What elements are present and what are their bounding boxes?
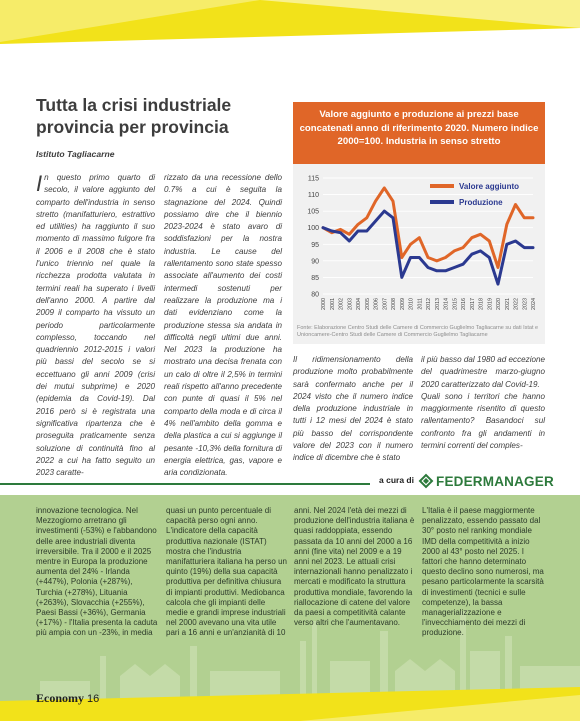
- x-tick-label: 2022: [514, 298, 520, 310]
- chart-title: Valore aggiunto e produzione ai prezzi b…: [293, 102, 545, 164]
- footer-brand: Economy: [36, 691, 84, 705]
- legend-label: Produzione: [459, 198, 503, 207]
- federmanager-logo: FEDERMANAGER: [418, 472, 554, 490]
- line-chart: 80 85 90 95 100 105 110 115 2000 2001 2002 2003 2004…: [293, 164, 545, 324]
- x-tick-label: 2015: [452, 298, 458, 310]
- x-tick-label: 2013: [435, 298, 441, 310]
- sidebar-column-1: innovazione tecnologica. Nel Mezzogiorno…: [36, 506, 158, 638]
- x-tick-label: 2011: [417, 298, 423, 310]
- y-tick-label: 115: [308, 176, 319, 183]
- sidebar-column-2: quasi un punto percentuale di capacità p…: [166, 506, 287, 638]
- sidebar-panel: innovazione tecnologica. Nel Mezzogiorno…: [0, 495, 580, 721]
- drop-cap: I: [36, 171, 43, 196]
- y-tick-label: 80: [311, 292, 319, 299]
- y-tick-label: 90: [311, 258, 319, 265]
- y-tick-label: 95: [311, 242, 319, 249]
- chart-source: Fonte: Elaborazione Centro Studi delle C…: [293, 324, 545, 344]
- sidebar-column-4: L'Italia è il paese maggiormente penaliz…: [422, 506, 544, 638]
- page-number: 16: [87, 693, 100, 705]
- article-author: Istituto Tagliacarne: [36, 149, 115, 159]
- column-4-paragraph-1: il più basso dal 1980 ad eccezione del q…: [421, 355, 545, 389]
- x-tick-label: 2024: [531, 298, 537, 310]
- top-decorative-band: [0, 0, 580, 52]
- article-column-4: il più basso dal 1980 ad eccezione del q…: [421, 354, 545, 452]
- credit-label: a cura di: [379, 475, 414, 485]
- article-column-2: rizzato da una recessione dello 0.7% a c…: [164, 173, 282, 478]
- x-tick-label: 2020: [496, 298, 502, 310]
- article-title: Tutta la crisi industriale provincia per…: [36, 95, 232, 137]
- chart-canvas: 80 85 90 95 100 105 110 115 2000 2001 2002 2003 2004…: [307, 176, 537, 311]
- x-tick-label: 2005: [365, 298, 371, 310]
- x-tick-label: 2006: [374, 298, 380, 310]
- legend-label: Valore aggiunto: [459, 182, 519, 191]
- x-tick-label: 2001: [330, 298, 336, 310]
- series-line-valore-aggiunto: [321, 186, 535, 269]
- x-tick-label: 2017: [470, 298, 476, 310]
- federmanager-emblem-icon: [418, 473, 434, 489]
- series-line-produzione: [321, 209, 535, 286]
- x-tick-label: 2000: [321, 298, 327, 310]
- sidebar-column-3: anni. Nel 2024 l'età dei mezzi di produz…: [294, 506, 415, 628]
- column-1-text: n questo primo quarto di secolo, il valo…: [36, 173, 155, 478]
- section-divider: [0, 483, 370, 485]
- logo-text: FEDERMANAGER: [436, 473, 554, 489]
- y-tick-label: 110: [308, 192, 319, 199]
- x-tick-label: 2009: [400, 298, 406, 310]
- x-tick-label: 2014: [444, 298, 450, 310]
- x-tick-label: 2003: [347, 298, 353, 310]
- x-tick-label: 2018: [479, 298, 485, 310]
- article-column-3: Il ridimensionamento della produzione mo…: [293, 355, 413, 463]
- x-tick-label: 2010: [409, 298, 415, 310]
- x-tick-label: 2007: [382, 298, 388, 310]
- x-tick-label: 2012: [426, 298, 432, 310]
- page-footer: Economy 16: [36, 691, 99, 706]
- y-tick-label: 85: [311, 275, 319, 282]
- x-tick-label: 2023: [522, 298, 528, 310]
- x-tick-label: 2016: [461, 298, 467, 310]
- x-tick-label: 2004: [356, 298, 362, 310]
- x-tick-label: 2019: [487, 298, 493, 310]
- x-tick-label: 2021: [505, 298, 511, 310]
- y-tick-label: 105: [307, 209, 319, 216]
- column-4-paragraph-2: Quali sono i territori che hanno maggior…: [421, 391, 545, 451]
- x-tick-label: 2002: [339, 298, 345, 310]
- y-tick-label: 100: [307, 225, 319, 232]
- bottom-decorative-band: [0, 687, 580, 721]
- x-tick-label: 2008: [391, 298, 397, 310]
